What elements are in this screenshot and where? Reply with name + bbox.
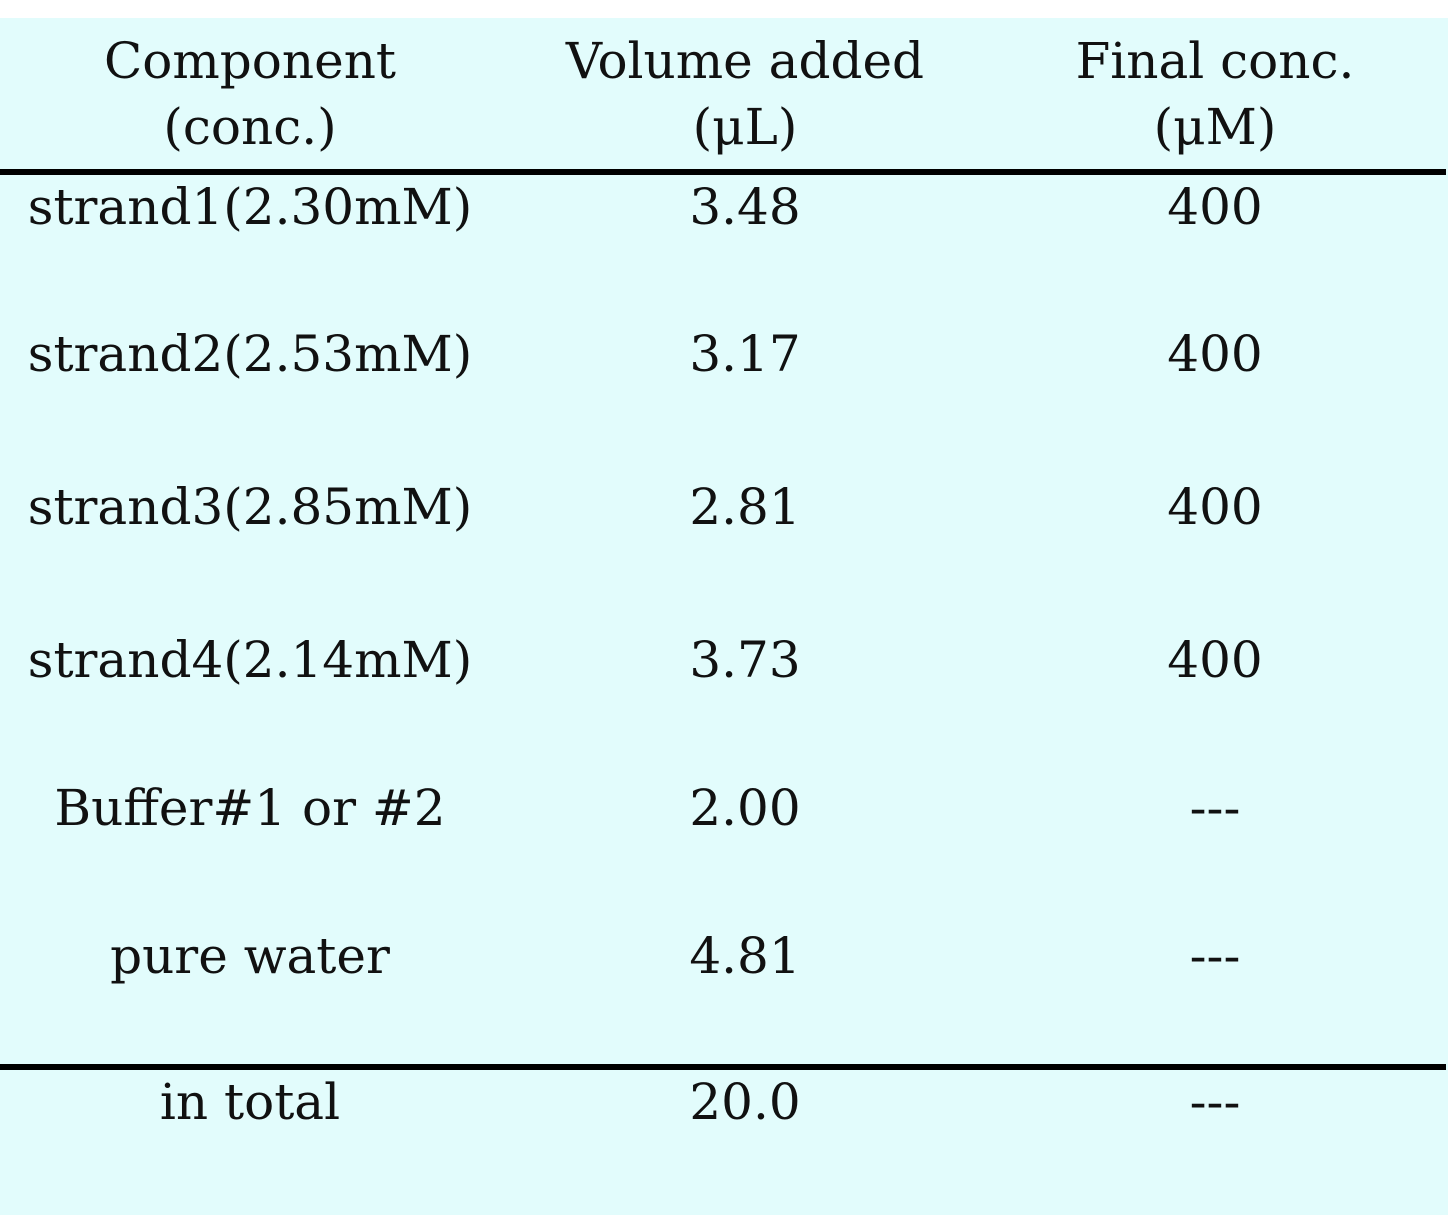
header-divider <box>0 169 1446 175</box>
total-divider <box>0 1064 1446 1070</box>
total-volume-cell: 20.0 <box>689 1073 801 1131</box>
component-cell: strand3(2.85mM) <box>27 478 473 536</box>
header-component-line1: Component <box>104 32 396 90</box>
final-conc-cell: --- <box>1189 927 1241 985</box>
volume-cell: 4.81 <box>689 927 801 985</box>
total-final-conc-cell: --- <box>1189 1073 1241 1131</box>
volume-cell: 3.17 <box>689 325 801 383</box>
table-row: strand2(2.53mM) 3.17 400 <box>0 321 1448 387</box>
volume-cell: 2.00 <box>689 779 801 837</box>
component-cell: pure water <box>110 927 390 985</box>
volume-cell: 3.48 <box>689 178 801 236</box>
component-cell: strand2(2.53mM) <box>27 325 473 383</box>
final-conc-cell: --- <box>1189 779 1241 837</box>
header-component: Component (conc.) <box>0 28 500 160</box>
final-conc-cell: 400 <box>1167 325 1263 383</box>
total-label-cell: in total <box>159 1073 341 1131</box>
header-component-line2: (conc.) <box>163 98 337 156</box>
header-volume: Volume added (μL) <box>495 28 995 160</box>
table-row: pure water 4.81 --- <box>0 923 1448 989</box>
table-row: strand1(2.30mM) 3.48 400 <box>0 174 1448 240</box>
header-final-conc-line2: (μM) <box>1153 98 1277 156</box>
table-row: strand4(2.14mM) 3.73 400 <box>0 627 1448 693</box>
table-row: strand3(2.85mM) 2.81 400 <box>0 474 1448 540</box>
header-volume-line2: (μL) <box>692 98 798 156</box>
reagent-table: Component (conc.) Volume added (μL) Fina… <box>0 18 1448 1215</box>
final-conc-cell: 400 <box>1167 631 1263 689</box>
volume-cell: 2.81 <box>689 478 801 536</box>
total-row: in total 20.0 --- <box>0 1069 1448 1135</box>
component-cell: strand4(2.14mM) <box>27 631 473 689</box>
component-cell: strand1(2.30mM) <box>27 178 473 236</box>
volume-cell: 3.73 <box>689 631 801 689</box>
component-cell: Buffer#1 or #2 <box>54 779 446 837</box>
final-conc-cell: 400 <box>1167 178 1263 236</box>
header-final-conc: Final conc. (μM) <box>965 28 1448 160</box>
header-final-conc-line1: Final conc. <box>1075 32 1355 90</box>
table-row: Buffer#1 or #2 2.00 --- <box>0 775 1448 841</box>
final-conc-cell: 400 <box>1167 478 1263 536</box>
header-volume-line1: Volume added <box>565 32 925 90</box>
